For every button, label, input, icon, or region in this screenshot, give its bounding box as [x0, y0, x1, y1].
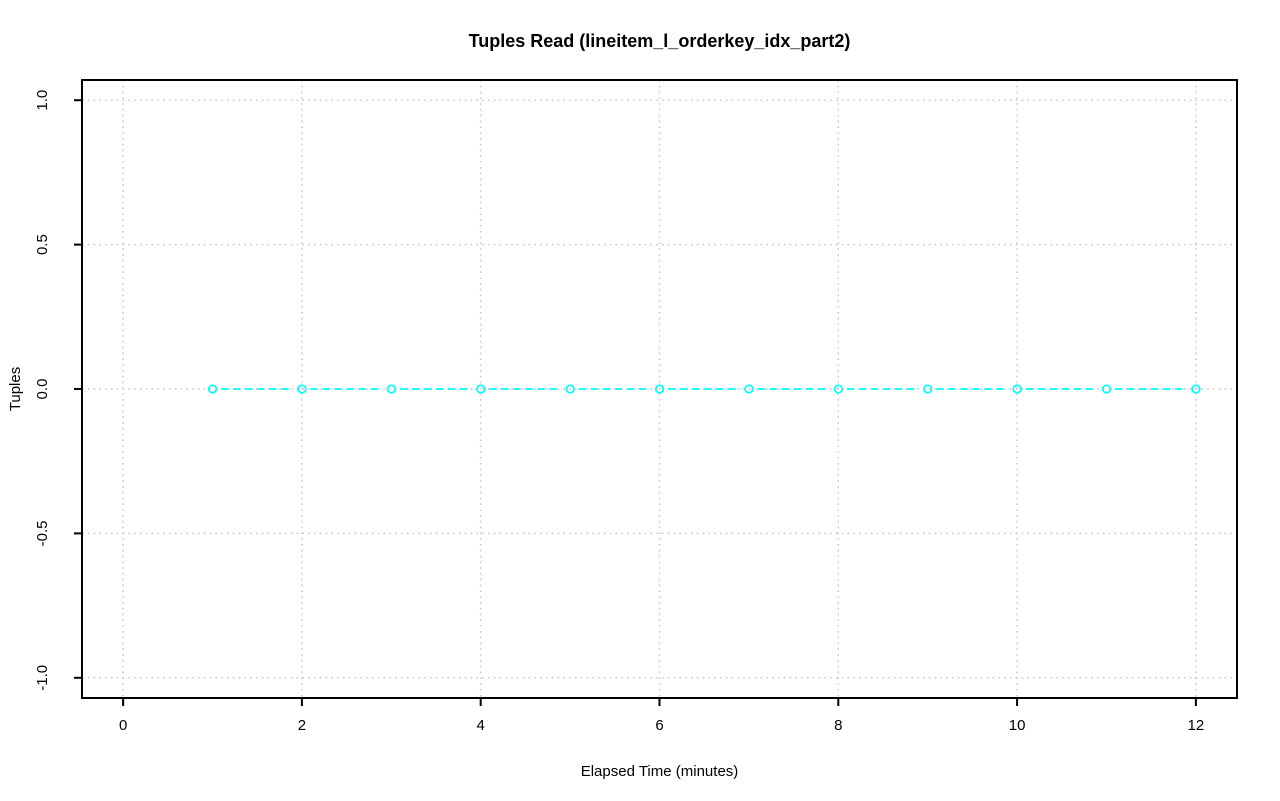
data-point-marker	[565, 384, 575, 394]
data-point-marker	[654, 384, 665, 394]
x-tick-label: 2	[298, 717, 306, 734]
data-point-marker	[1101, 384, 1112, 394]
x-tick-label: 6	[655, 717, 663, 734]
axis-ticks	[74, 99, 1197, 706]
y-tick-label: 1.0	[34, 90, 51, 111]
y-tick-label: -1.0	[34, 665, 51, 691]
x-tick-label: 4	[477, 717, 485, 734]
y-tick-label: 0.0	[34, 379, 51, 400]
y-tick-label: -0.5	[34, 520, 51, 546]
data-point-marker	[833, 384, 843, 394]
axis-tick-labels: 0 2 4 6 8 10 12 -1.0 -0.5 0.0 0.5 1.0	[34, 90, 1204, 734]
x-tick-label: 12	[1188, 717, 1205, 734]
data-point-marker	[476, 384, 486, 394]
data-point-marker	[297, 384, 307, 394]
data-point-marker	[386, 384, 396, 394]
data-point-marker	[1191, 384, 1201, 394]
data-point-marker	[1012, 384, 1022, 394]
y-tick-label: 0.5	[34, 234, 51, 255]
data-series	[207, 384, 1201, 394]
y-axis-label: Tuples	[7, 367, 24, 411]
x-axis-label: Elapsed Time (minutes)	[581, 763, 739, 780]
chart-title: Tuples Read (lineitem_l_orderkey_idx_par…	[469, 31, 851, 51]
x-tick-label: 10	[1009, 717, 1026, 734]
data-point-marker	[744, 384, 754, 394]
x-tick-label: 0	[119, 717, 127, 734]
data-point-marker	[207, 384, 218, 394]
x-tick-label: 8	[834, 717, 842, 734]
data-point-marker	[923, 384, 933, 394]
